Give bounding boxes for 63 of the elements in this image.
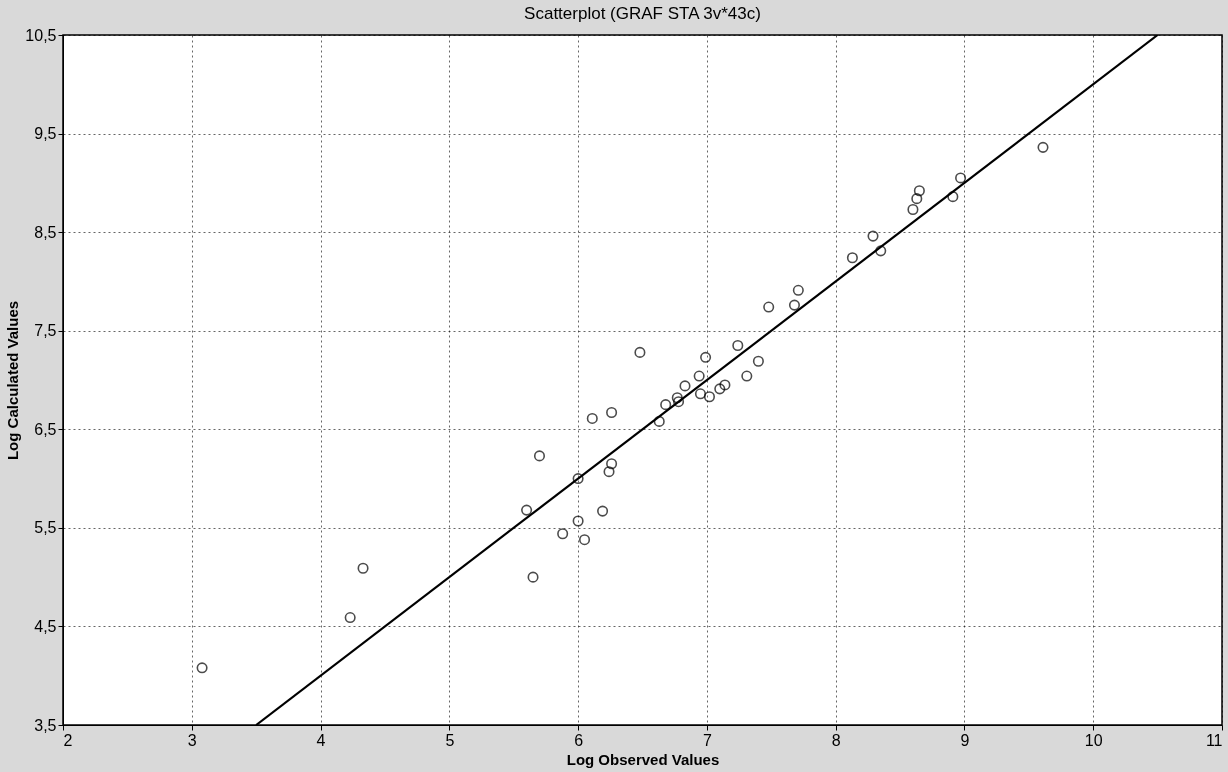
point <box>719 379 731 391</box>
point <box>527 571 539 583</box>
point <box>653 415 665 427</box>
point <box>741 370 753 382</box>
point <box>846 252 858 264</box>
point <box>955 172 967 184</box>
point <box>521 504 533 516</box>
x-tick-label: 4 <box>316 731 326 749</box>
x-tick-label: 3 <box>187 731 197 749</box>
point <box>679 380 691 392</box>
y-tick-label: 8,5 <box>34 223 57 241</box>
y-axis-title: Log Calculated Values <box>4 300 22 461</box>
point <box>913 185 925 197</box>
x-tick-label: 10 <box>1084 731 1103 749</box>
point <box>344 612 356 624</box>
point <box>752 355 764 367</box>
point <box>579 534 591 546</box>
point <box>586 412 598 424</box>
point <box>606 458 618 470</box>
point <box>671 392 683 404</box>
x-tick-label: 9 <box>960 731 970 749</box>
point <box>788 299 800 311</box>
x-tick-label: 2 <box>63 731 73 749</box>
point <box>693 370 705 382</box>
point <box>700 351 712 363</box>
x-tick-label: 7 <box>702 731 712 749</box>
point <box>792 284 804 296</box>
x-tick-label: 5 <box>445 731 455 749</box>
point <box>907 203 919 216</box>
y-tick-label: 9,5 <box>34 125 57 143</box>
point <box>694 388 706 400</box>
point <box>875 245 887 257</box>
point <box>911 193 923 205</box>
x-tick-label: 8 <box>831 731 841 749</box>
y-tick-label: 10,5 <box>25 26 57 44</box>
point <box>673 396 685 408</box>
point <box>606 406 618 419</box>
point <box>572 473 584 485</box>
y-tick-label: 4,5 <box>34 617 57 635</box>
point <box>357 562 369 574</box>
point <box>557 528 569 540</box>
y-tick-label: 6,5 <box>34 420 57 438</box>
x-axis-title: Log Observed Values <box>566 750 720 768</box>
point <box>603 466 615 478</box>
chart-title: Scatterplot (GRAF STA 3v*43c) <box>524 4 761 23</box>
point <box>1037 141 1049 153</box>
point <box>732 339 744 352</box>
point <box>867 230 879 242</box>
y-tick-label: 3,5 <box>34 716 57 734</box>
y-tick-label: 7,5 <box>34 322 57 340</box>
point <box>196 662 208 674</box>
y-tick-label: 5,5 <box>34 519 57 537</box>
point <box>634 346 646 358</box>
point <box>763 301 775 313</box>
point <box>572 515 584 527</box>
point <box>597 505 609 517</box>
point <box>947 191 959 203</box>
x-tick-label: 6 <box>574 731 584 749</box>
x-tick-label: 11 <box>1205 731 1223 749</box>
point <box>533 450 546 462</box>
point <box>660 399 672 411</box>
point <box>703 391 716 403</box>
point <box>714 383 726 395</box>
